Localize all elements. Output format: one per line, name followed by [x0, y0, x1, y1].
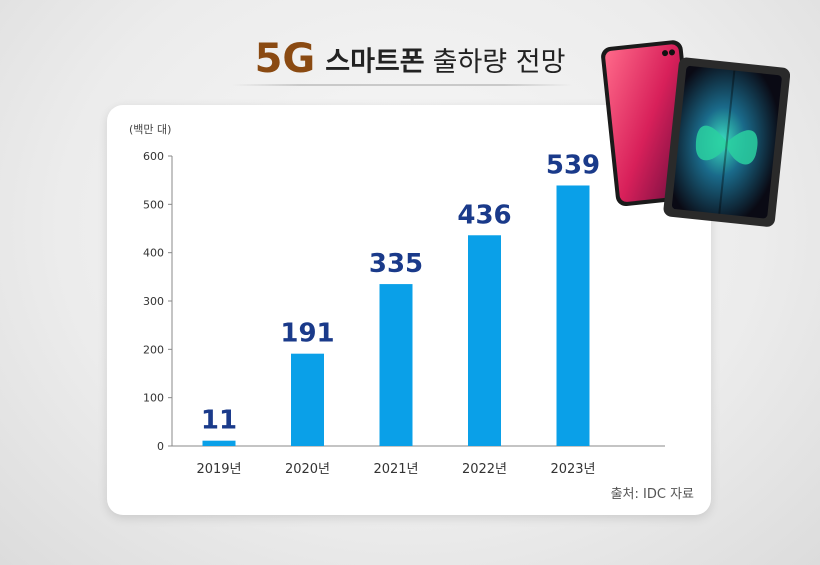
- title-highlight: 5G: [254, 36, 316, 82]
- x-tick-label: 2022년: [462, 462, 507, 477]
- title-main: 스마트폰: [325, 46, 425, 78]
- data-label: 436: [457, 200, 511, 230]
- title-rest: 출하량 전망: [432, 46, 566, 78]
- y-tick-label: 500: [143, 198, 164, 211]
- bar: [556, 185, 590, 446]
- bar: [379, 284, 413, 446]
- x-tick-label: 2020년: [285, 462, 330, 477]
- data-label: 191: [280, 319, 334, 349]
- data-label: 11: [201, 406, 237, 436]
- bar: [202, 440, 236, 446]
- bar: [291, 353, 324, 446]
- x-tick-label: 2019년: [196, 462, 241, 477]
- title-underline: [232, 84, 572, 86]
- data-label: 335: [369, 249, 423, 279]
- y-tick-label: 600: [143, 150, 164, 163]
- data-label: 539: [546, 150, 600, 180]
- y-tick-label: 200: [143, 343, 164, 356]
- y-tick-label: 400: [143, 247, 164, 260]
- page-title: 5G 스마트폰 출하량 전망: [0, 36, 820, 82]
- y-axis-unit-label: (백만 대): [129, 123, 171, 136]
- bar: [468, 235, 501, 446]
- phone-illustration-icon: [601, 40, 790, 227]
- source-note: 출처: IDC 자료: [610, 487, 694, 502]
- y-tick-label: 300: [143, 295, 164, 308]
- x-tick-label: 2023년: [550, 462, 595, 477]
- y-tick-label: 100: [143, 392, 164, 405]
- y-tick-label: 0: [157, 440, 164, 453]
- x-tick-label: 2021년: [373, 462, 418, 477]
